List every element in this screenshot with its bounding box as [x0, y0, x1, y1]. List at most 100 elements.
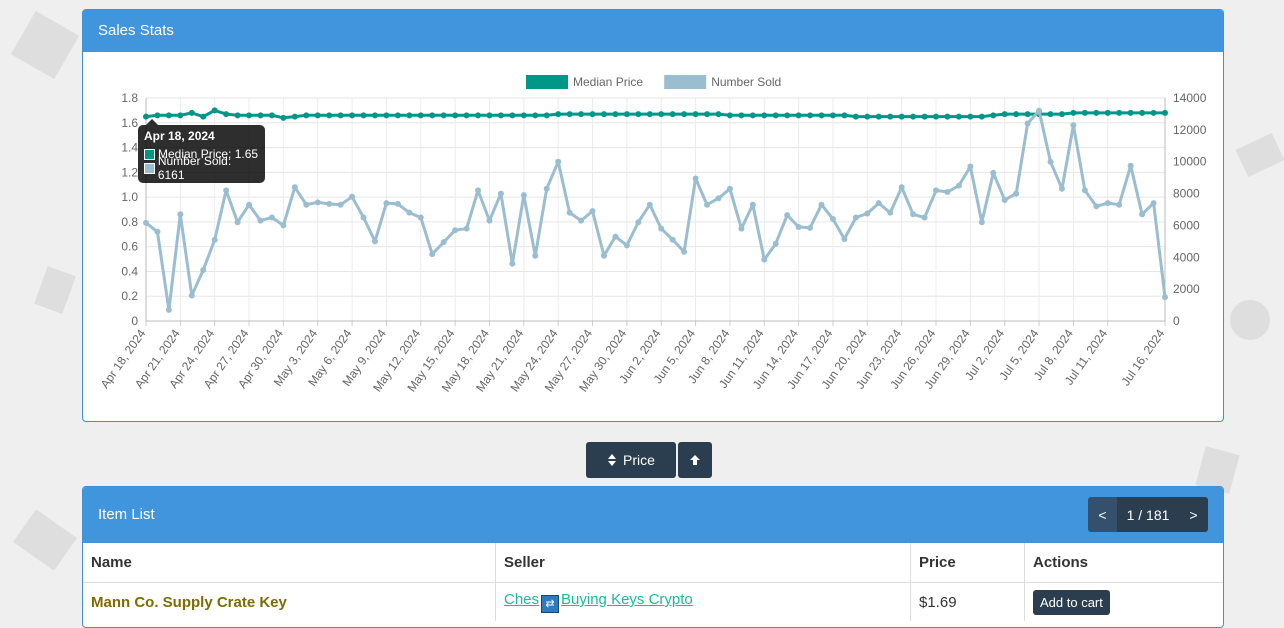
- median-price-point: [726, 112, 733, 119]
- number-sold-point: [921, 214, 928, 221]
- trade-icon: ⇄: [541, 595, 560, 613]
- number-sold-point: [326, 200, 333, 207]
- number-sold-point: [612, 233, 619, 240]
- median-price-point: [658, 111, 665, 118]
- median-price-point: [1139, 109, 1146, 116]
- median-price-point: [784, 112, 791, 119]
- y-right-tick-label: 12000: [1173, 123, 1207, 137]
- sort-icon: [608, 454, 617, 466]
- y-left-tick-label: 1.4: [121, 141, 138, 155]
- number-sold-point: [177, 211, 184, 218]
- median-price-point: [646, 111, 653, 118]
- median-price-point: [417, 112, 424, 119]
- number-sold-point: [463, 225, 470, 232]
- median-price-point: [955, 113, 962, 120]
- item-table: Name Seller Price Actions Mann Co. Suppl…: [83, 543, 1223, 621]
- y-left-tick-label: 0.2: [121, 289, 138, 303]
- y-left-tick-label: 1.2: [121, 165, 138, 179]
- number-sold-point: [600, 252, 607, 259]
- median-price-point: [887, 113, 894, 120]
- item-list-title-text: Item List: [98, 506, 155, 523]
- seller-link[interactable]: Ches ⇄ Buying Keys Crypto: [504, 591, 693, 613]
- tooltip-number-swatch: [144, 162, 155, 174]
- table-header-row: Name Seller Price Actions: [83, 543, 1223, 583]
- median-price-point: [852, 113, 859, 120]
- y-left-tick-label: 0: [131, 314, 138, 328]
- median-price-point: [1013, 111, 1020, 118]
- number-sold-point: [1081, 187, 1088, 194]
- number-sold-point: [1058, 185, 1065, 192]
- number-sold-point: [371, 238, 378, 245]
- median-price-point: [692, 111, 699, 118]
- number-sold-point: [990, 169, 997, 176]
- number-sold-point: [566, 209, 573, 216]
- number-sold-point: [417, 214, 424, 221]
- tooltip-number-sold: Number Sold: 6161: [157, 154, 232, 182]
- median-price-point: [177, 112, 184, 119]
- y-left-tick-label: 1.8: [121, 91, 138, 105]
- y-right-tick-label: 14000: [1173, 91, 1207, 105]
- number-sold-point: [829, 216, 836, 223]
- seller-cell: Ches ⇄ Buying Keys Crypto: [495, 582, 911, 621]
- y-left-tick-label: 1.6: [121, 116, 138, 130]
- median-price-point: [497, 112, 504, 119]
- median-price-point: [268, 112, 275, 119]
- median-price-point: [1162, 109, 1168, 116]
- sort-price-button[interactable]: Price: [586, 442, 676, 478]
- add-to-cart-button[interactable]: Add to cart: [1033, 589, 1110, 615]
- column-header-price: Price: [910, 543, 1025, 583]
- number-sold-point: [452, 227, 459, 234]
- median-price-point: [1001, 111, 1008, 118]
- number-sold-point: [738, 225, 745, 232]
- median-price-point: [612, 111, 619, 118]
- sort-direction-button[interactable]: [678, 442, 712, 478]
- seller-name-part2: Buying Keys Crypto: [561, 591, 693, 608]
- median-price-point: [978, 113, 985, 120]
- number-sold-point: [1036, 107, 1043, 114]
- y-right-tick-label: 2000: [1173, 282, 1200, 296]
- legend-swatch: [664, 75, 707, 89]
- number-sold-point: [875, 200, 882, 207]
- item-list-title: Item List: [83, 487, 1223, 543]
- item-name[interactable]: Mann Co. Supply Crate Key: [83, 582, 496, 621]
- number-sold-point: [795, 224, 802, 231]
- median-price-point: [600, 111, 607, 118]
- median-price-point: [406, 112, 413, 119]
- pager-next-button[interactable]: >: [1179, 497, 1208, 532]
- sales-chart[interactable]: 0 0.2 0.4 0.6 0.8 1.0 1.2 1.4 1.6 1.8 0 2000 4000 600…: [83, 52, 1223, 421]
- median-price-point: [532, 112, 539, 119]
- median-price-point: [280, 114, 287, 121]
- arrow-up-icon: [690, 455, 700, 465]
- median-price-point: [829, 112, 836, 119]
- number-sold-point: [726, 185, 733, 192]
- median-price-point: [1070, 109, 1077, 116]
- number-sold-point: [1013, 190, 1020, 197]
- median-price-point: [543, 112, 550, 119]
- number-sold-point: [257, 217, 264, 224]
- number-sold-point: [1116, 201, 1123, 208]
- pagination: < 1 / 181 >: [1088, 497, 1208, 532]
- pager-prev-button[interactable]: <: [1088, 497, 1117, 532]
- median-price-point: [257, 112, 264, 119]
- median-price-point: [475, 112, 482, 119]
- number-sold-point: [154, 228, 161, 235]
- number-sold-point: [578, 217, 585, 224]
- median-price-point: [795, 112, 802, 119]
- median-price-point: [669, 111, 676, 118]
- number-sold-point: [143, 219, 149, 226]
- number-sold-point: [349, 193, 356, 200]
- number-sold-point: [910, 211, 917, 218]
- table-row: Mann Co. Supply Crate Key Ches ⇄ Buying Ke…: [83, 582, 1223, 621]
- median-price-point: [589, 111, 596, 118]
- median-price-point: [337, 112, 344, 119]
- median-price-point: [303, 112, 310, 119]
- number-sold-point: [165, 306, 172, 313]
- tooltip-median-swatch: [144, 148, 155, 160]
- y-right-tick-label: 6000: [1173, 218, 1200, 232]
- item-list-panel: Item List < 1 / 181 > Name Seller Price …: [82, 486, 1224, 628]
- number-sold-point: [852, 214, 859, 221]
- number-sold-point: [314, 199, 321, 206]
- number-sold-point: [337, 201, 344, 208]
- number-sold-point: [475, 187, 482, 194]
- median-price-point: [246, 112, 253, 119]
